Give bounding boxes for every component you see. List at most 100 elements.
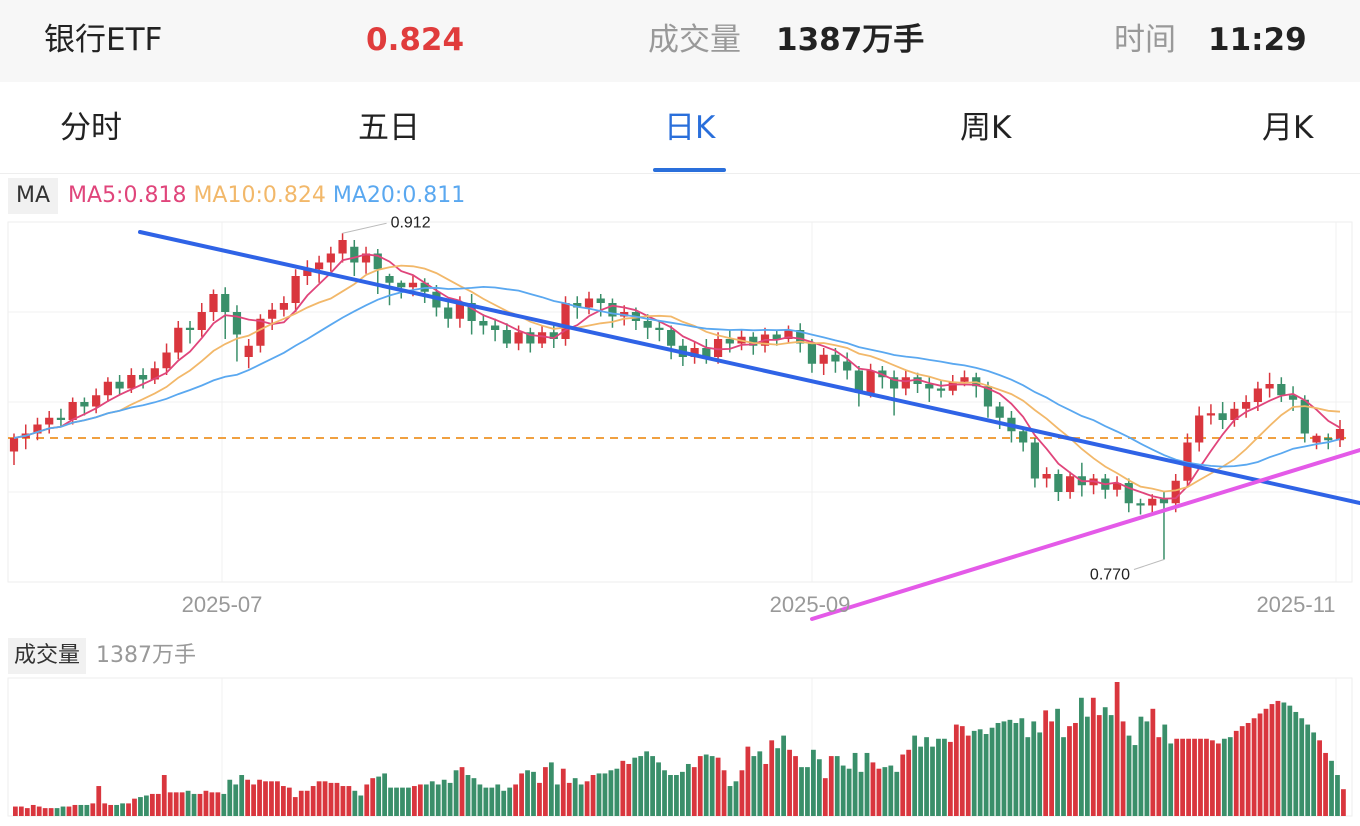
volume-bar — [394, 787, 399, 816]
volume-bar — [983, 734, 989, 816]
tab-five-day[interactable]: 五日 — [358, 110, 420, 146]
volume-bar — [149, 793, 155, 816]
volume-bar — [775, 748, 781, 816]
volume-bar — [78, 804, 84, 816]
volume-bar — [60, 806, 66, 816]
candle-body — [608, 303, 617, 317]
candle-body — [291, 276, 300, 303]
candle-body — [185, 327, 195, 330]
volume-bar — [548, 762, 554, 816]
volume-bar — [245, 779, 251, 816]
candle-body — [502, 330, 511, 344]
volume-bar — [656, 762, 661, 816]
volume-bar — [1305, 724, 1311, 816]
candle-body — [1019, 431, 1028, 443]
tab-monthly-k[interactable]: 月K — [1262, 110, 1314, 146]
volume-bar — [1156, 737, 1162, 816]
candle-body — [350, 246, 359, 263]
candle-body — [1230, 408, 1239, 420]
volume-bar — [1329, 760, 1334, 816]
volume-bar — [1120, 721, 1126, 816]
volume-bar — [66, 806, 72, 816]
volume-bar — [697, 756, 703, 816]
high-annotation-leader — [342, 222, 387, 234]
volume-bar — [971, 730, 977, 816]
volume-bar — [1126, 735, 1132, 816]
volume-bar — [441, 779, 447, 816]
volume-bar — [715, 757, 721, 816]
volume-bar — [608, 770, 614, 816]
candle-body — [373, 253, 382, 270]
volume-bar — [18, 806, 24, 816]
candle-body — [256, 318, 265, 346]
volume-bar — [852, 752, 858, 816]
volume-bar — [221, 793, 227, 816]
volume-bar — [1192, 738, 1197, 816]
volume-bar — [781, 735, 787, 816]
volume-bar — [936, 738, 941, 816]
volume-bar — [1275, 700, 1281, 816]
volume-bar — [1055, 708, 1060, 816]
candle-body — [1030, 442, 1040, 479]
candle-body — [1065, 476, 1075, 492]
volume-bar — [1239, 726, 1245, 816]
ma-tag[interactable]: MA — [8, 178, 59, 214]
candle-body — [127, 375, 136, 389]
last-price: 0.824 — [366, 22, 465, 58]
volume-bar — [578, 784, 584, 816]
volume-bar — [197, 793, 203, 816]
volume-bar — [269, 781, 274, 816]
volume-bar — [388, 787, 393, 816]
tab-daily-k[interactable]: 日K — [664, 110, 716, 146]
volume-bar — [42, 808, 48, 816]
candle-body — [1124, 483, 1133, 504]
volume-bar — [703, 754, 709, 816]
volume-bar — [179, 792, 185, 816]
candle-body — [854, 370, 863, 393]
volume-bar — [644, 751, 650, 816]
volume-bar — [54, 808, 60, 816]
volume-bar — [346, 786, 352, 816]
candle-body — [397, 282, 406, 288]
volume-bar — [1013, 722, 1019, 816]
volume-bar — [1233, 730, 1239, 816]
volume-bar — [352, 790, 358, 816]
volume-bar — [501, 790, 507, 816]
uptrend-line — [810, 448, 1360, 621]
volume-bar — [834, 756, 840, 816]
volume-bar — [114, 804, 120, 816]
candle-body — [92, 395, 101, 407]
volume-bar — [1037, 732, 1043, 816]
volume-bar — [1281, 702, 1287, 816]
candle-body — [150, 368, 159, 380]
volume-bar — [161, 775, 167, 816]
volume-bar — [280, 786, 286, 816]
volume-bar — [799, 767, 804, 816]
candle-body — [9, 438, 19, 452]
volume-bar — [691, 767, 697, 816]
tab-intraday[interactable]: 分时 — [60, 110, 122, 146]
candle-body — [725, 339, 734, 344]
candle-body — [667, 330, 676, 346]
volume-bar — [769, 740, 775, 816]
volume-bar — [1132, 745, 1138, 816]
volume-bar — [257, 779, 262, 816]
candle-body — [244, 345, 253, 357]
volume-tag[interactable]: 成交量 — [8, 638, 87, 674]
tab-weekly-k[interactable]: 周K — [960, 110, 1012, 146]
volume-bar — [417, 784, 423, 816]
volume-bar — [709, 756, 715, 816]
volume-bar — [650, 756, 655, 816]
candle-body — [584, 298, 594, 308]
candle-body — [514, 332, 523, 344]
volume-bar — [584, 781, 590, 816]
volume-bar — [1317, 740, 1322, 816]
volume-bar — [620, 760, 626, 816]
candle-body — [314, 262, 324, 270]
volume-bar — [275, 781, 280, 816]
volume-legend-value: 1387万手 — [96, 643, 197, 668]
candle-body — [1148, 498, 1157, 506]
candle-body — [690, 348, 699, 357]
volume-bar — [525, 770, 530, 816]
